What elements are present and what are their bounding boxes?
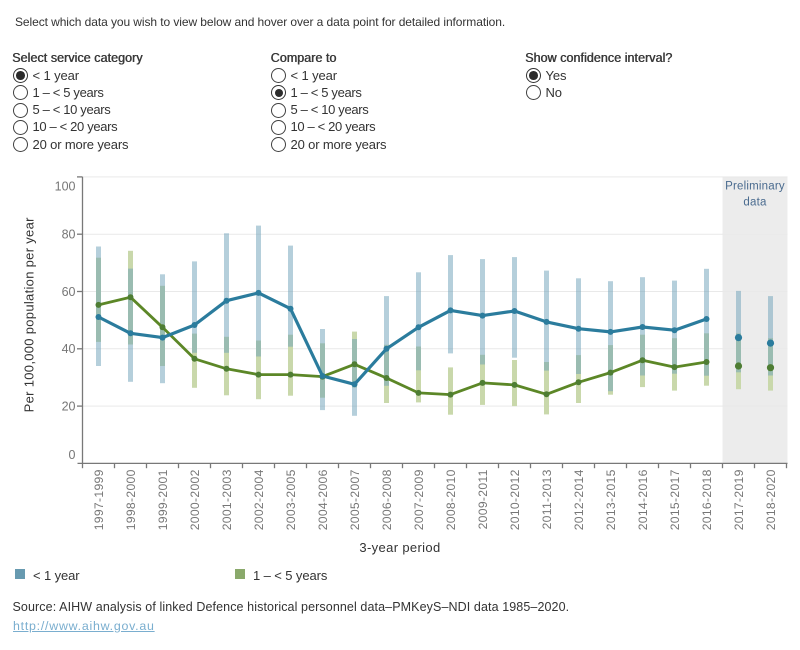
svg-text:1999-2001: 1999-2001 bbox=[156, 469, 170, 530]
svg-text:2016-2018: 2016-2018 bbox=[700, 469, 714, 530]
svg-text:2008-2010: 2008-2010 bbox=[444, 469, 458, 530]
svg-text:2006-2008: 2006-2008 bbox=[380, 469, 394, 530]
svg-text:Per 100,000 population per yea: Per 100,000 population per year bbox=[22, 217, 37, 412]
svg-text:3-year period: 3-year period bbox=[359, 540, 440, 555]
svg-text:2012-2014: 2012-2014 bbox=[572, 469, 586, 530]
svg-text:2011-2013: 2011-2013 bbox=[540, 469, 554, 529]
svg-text:40: 40 bbox=[62, 342, 76, 356]
svg-text:2017-2019: 2017-2019 bbox=[732, 469, 746, 530]
svg-text:2018-2020: 2018-2020 bbox=[764, 469, 778, 530]
svg-text:1998-2000: 1998-2000 bbox=[124, 469, 138, 530]
svg-text:2004-2006: 2004-2006 bbox=[316, 469, 330, 530]
svg-text:Preliminary: Preliminary bbox=[725, 181, 785, 193]
svg-text:2005-2007: 2005-2007 bbox=[348, 469, 362, 530]
svg-text:2000-2002: 2000-2002 bbox=[188, 469, 202, 530]
svg-text:2014-2016: 2014-2016 bbox=[636, 469, 650, 530]
svg-text:2007-2009: 2007-2009 bbox=[412, 469, 426, 530]
svg-text:80: 80 bbox=[62, 228, 76, 242]
svg-text:data: data bbox=[743, 196, 767, 208]
svg-text:2010-2012: 2010-2012 bbox=[508, 469, 522, 530]
svg-text:2009-2011: 2009-2011 bbox=[476, 469, 490, 529]
svg-text:1997-1999: 1997-1999 bbox=[92, 469, 106, 530]
svg-text:60: 60 bbox=[62, 285, 76, 299]
svg-text:2002-2004: 2002-2004 bbox=[252, 469, 266, 530]
svg-text:2013-2015: 2013-2015 bbox=[604, 469, 618, 530]
svg-text:100: 100 bbox=[55, 180, 76, 194]
svg-text:2001-2003: 2001-2003 bbox=[220, 469, 234, 530]
svg-text:2015-2017: 2015-2017 bbox=[668, 469, 682, 530]
svg-text:20: 20 bbox=[62, 400, 76, 414]
svg-text:0: 0 bbox=[69, 448, 76, 462]
svg-text:2003-2005: 2003-2005 bbox=[284, 469, 298, 530]
